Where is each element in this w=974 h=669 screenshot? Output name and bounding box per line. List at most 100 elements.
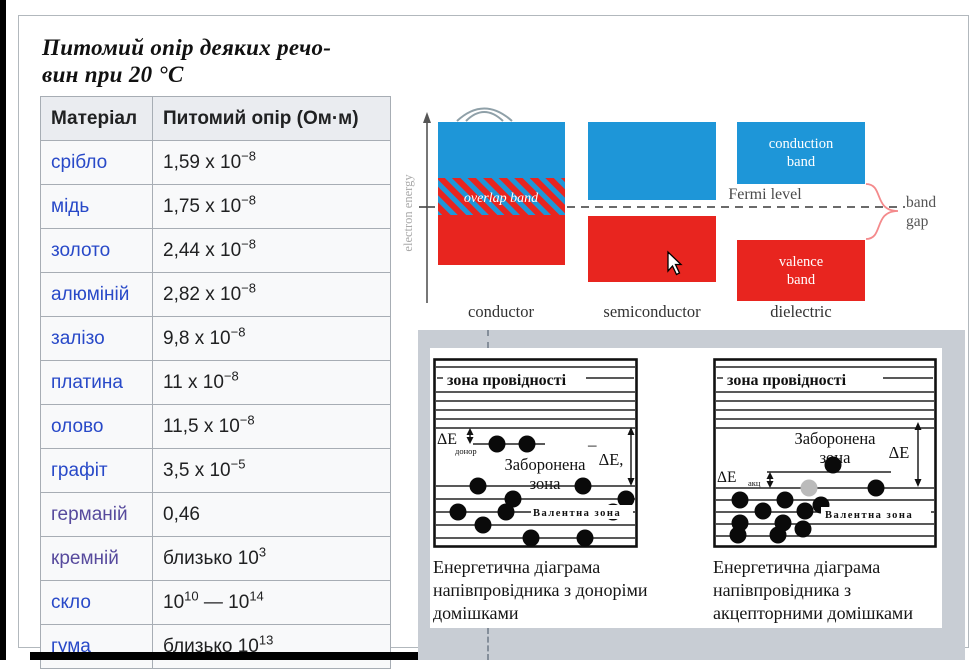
conduction-band-label: conduction — [769, 136, 834, 152]
resistivity-value: 2,44 x 10−8 — [152, 228, 391, 273]
dielectric-column: conduction band valence band — [737, 122, 865, 301]
valence-zone-label: Валентна зона — [825, 510, 913, 521]
screen-edge-bar — [0, 0, 6, 660]
band-gap-label: band — [906, 194, 936, 211]
resistivity-value: 11,5 x 10−8 — [152, 404, 391, 449]
conductor-column: overlap band — [438, 122, 565, 265]
col-header-resistivity: Питомий опір (Ом·м) — [152, 96, 391, 141]
delta-e-arrow — [914, 422, 922, 487]
table-row: алюміній 2,82 x 10−8 — [40, 272, 391, 317]
overlap-band-label: overlap band — [464, 191, 539, 206]
material-link[interactable]: скло — [51, 591, 91, 613]
resistivity-value: 1,75 x 10−8 — [152, 184, 391, 229]
resistivity-value: 11 x 10−8 — [152, 360, 391, 405]
band-gap-label-line2: gap — [906, 213, 929, 230]
resistivity-value: 1010 — 1014 — [152, 580, 391, 625]
material-link[interactable]: германій — [51, 503, 128, 525]
video-letterbox-bar — [30, 652, 418, 660]
semiconductor-label: semiconductor — [603, 302, 701, 321]
electron-dot — [518, 435, 536, 453]
resistivity-table: Матеріал Питомий опір (Ом·м) срібло 1,59… — [40, 96, 391, 669]
resistivity-value: близько 1013 — [152, 624, 391, 669]
slide-guide-line — [487, 330, 489, 348]
material-link[interactable]: олово — [51, 415, 104, 437]
conduction-zone-label: зона провідності — [447, 372, 567, 389]
material-link[interactable]: залізо — [51, 327, 105, 349]
axis-arrowhead-icon — [423, 112, 431, 123]
resistivity-value: 9,8 x 10−8 — [152, 316, 391, 361]
table-row: германій 0,46 — [40, 492, 391, 537]
material-link[interactable]: мідь — [51, 195, 90, 217]
caption-line: акцепторними домішками — [713, 603, 913, 623]
table-header-row: Матеріал Питомий опір (Ом·м) — [40, 96, 391, 141]
caption-line: напівпровідника з — [713, 580, 852, 600]
energy-axis: electron energy — [401, 112, 431, 303]
delta-e-label: ΔЕ, — [599, 450, 624, 469]
dielectric-label: dielectric — [770, 302, 831, 321]
delta-e-acceptor-sub: акц — [748, 478, 761, 488]
semiconductor-column — [588, 122, 716, 282]
conduction-zone-label: зона провідності — [727, 372, 847, 389]
forbidden-zone-label: Заборонена — [504, 455, 586, 474]
table-row: гума близько 1013 — [40, 624, 391, 669]
material-link[interactable]: алюміній — [51, 283, 130, 305]
delta-e-acceptor-label: ΔЕ — [717, 469, 736, 486]
material-link[interactable]: платина — [51, 371, 123, 393]
arrow-up-icon — [466, 428, 474, 435]
table-row: платина 11 x 10−8 — [40, 360, 391, 405]
valence-electron-dots — [729, 491, 830, 544]
table-row: залізо 9,8 x 10−8 — [40, 316, 391, 361]
material-link[interactable]: золото — [51, 239, 111, 261]
delta-e-label: ΔЕ — [889, 443, 910, 462]
caption-line: Енергетична діаграма — [713, 557, 881, 577]
resistivity-table-section: Питомий опір деяких речо- вин при 20 °С … — [40, 34, 392, 669]
table-row: мідь 1,75 x 10−8 — [40, 184, 391, 229]
hole-dot — [800, 479, 818, 497]
conductor-label: conductor — [468, 302, 534, 321]
band-structure-diagram: electron energy overlap band conduction … — [401, 107, 936, 321]
table-title-line2: вин при 20 °С — [42, 62, 184, 87]
caption-line: Енергетична діаграма — [433, 557, 601, 577]
table-row: графіт 3,5 x 10−5 — [40, 448, 391, 493]
forbidden-zone-label: Заборонена — [794, 429, 876, 448]
acceptor-energy-diagram: зона провідності Заборонена зона ΔЕ ΔЕ а… — [713, 358, 937, 548]
delta-e-acceptor-arrow — [766, 472, 774, 488]
axis-label: electron energy — [401, 174, 415, 252]
electron-dot — [867, 479, 885, 497]
minus-sign: – — [587, 435, 597, 454]
material-link[interactable]: графіт — [51, 459, 108, 481]
table-title: Питомий опір деяких речо- вин при 20 °С — [42, 34, 392, 88]
delta-e-donor-label: ΔЕ — [437, 431, 457, 448]
delta-e-donor-sub: донор — [455, 446, 477, 456]
caption-line: домішками — [433, 603, 519, 623]
material-link[interactable]: гума — [51, 635, 91, 657]
band-gap-brace-icon — [865, 183, 899, 240]
table-row: скло 1010 — 1014 — [40, 580, 391, 625]
delta-e-arrow — [627, 427, 635, 486]
table-title-line1: Питомий опір деяких речо- — [42, 35, 332, 60]
table-row: срібло 1,59 x 10−8 — [40, 140, 391, 185]
forbidden-zone-label-line2: зона — [530, 474, 562, 493]
resistivity-value: 0,46 — [152, 492, 391, 537]
arrow-down-icon — [466, 437, 474, 444]
resistivity-value: 1,59 x 10−8 — [152, 140, 391, 185]
resistivity-value: 2,82 x 10−8 — [152, 272, 391, 317]
table-row: кремній близько 103 — [40, 536, 391, 581]
fermi-level-label: Fermi level — [728, 186, 802, 203]
material-link[interactable]: срібло — [51, 151, 108, 173]
conduction-band-label-line2: band — [787, 154, 816, 170]
donor-diagram-caption: Енергетична діаграма напівпровідника з д… — [433, 556, 695, 625]
resistivity-value: 3,5 x 10−5 — [152, 448, 391, 493]
table-row: олово 11,5 x 10−8 — [40, 404, 391, 449]
valence-band-label-line2: band — [787, 272, 816, 288]
valence-band-label: valence — [779, 254, 823, 270]
resistivity-value: близько 103 — [152, 536, 391, 581]
table-row: золото 2,44 x 10−8 — [40, 228, 391, 273]
col-header-material: Матеріал — [40, 96, 153, 141]
donor-energy-diagram: зона провідності – ΔЕ донор Заборонена з… — [433, 358, 638, 548]
material-link[interactable]: кремній — [51, 547, 119, 569]
valence-zone-label: Валентна зона — [533, 508, 621, 519]
arc-marks-icon — [456, 107, 513, 122]
mouse-cursor-icon — [667, 250, 683, 276]
electron-dot — [824, 456, 842, 474]
